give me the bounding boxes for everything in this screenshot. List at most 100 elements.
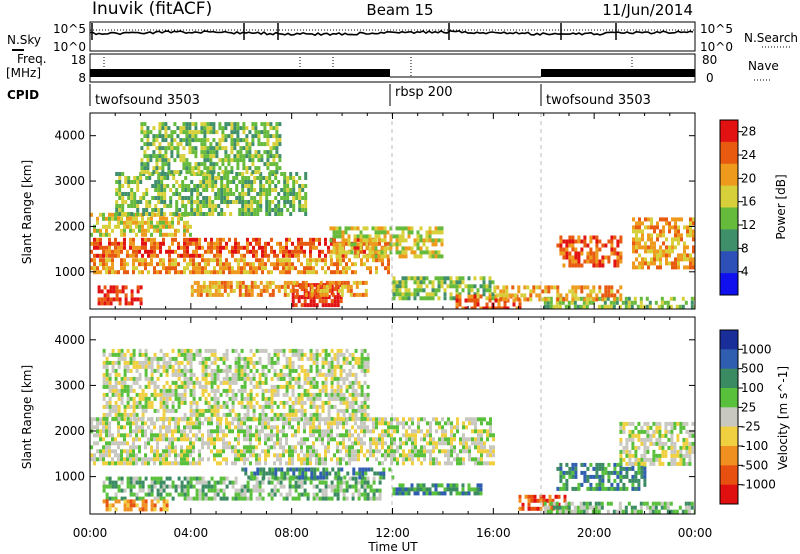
heatmap-cell xyxy=(348,429,351,434)
heatmap-cell xyxy=(279,241,282,246)
heatmap-cell xyxy=(153,224,156,229)
heatmap-cell xyxy=(171,241,174,246)
heatmap-cell xyxy=(393,441,396,446)
heatmap-cell xyxy=(108,216,111,221)
heatmap-cell xyxy=(180,429,183,434)
heatmap-cell xyxy=(488,292,492,297)
heatmap-cell xyxy=(184,208,188,212)
heatmap-cell xyxy=(121,289,125,294)
heatmap-cell xyxy=(272,146,276,151)
heatmap-cell xyxy=(203,130,207,135)
heatmap-cell xyxy=(277,208,281,212)
heatmap-cell xyxy=(196,196,200,200)
heatmap-cell xyxy=(126,441,129,446)
heatmap-cell xyxy=(300,412,304,417)
heatmap-cell xyxy=(267,400,271,405)
heatmap-cell xyxy=(270,445,273,450)
heatmap-cell xyxy=(360,449,363,454)
heatmap-cell xyxy=(377,226,381,231)
heatmap-cell xyxy=(275,146,279,151)
heatmap-cell xyxy=(148,204,152,208)
heatmap-cell xyxy=(216,453,219,458)
heatmap-cell xyxy=(633,300,637,305)
heatmap-cell xyxy=(369,417,372,422)
heatmap-cell xyxy=(383,234,387,239)
heatmap-cell xyxy=(395,288,399,293)
heatmap-cell xyxy=(221,130,225,135)
heatmap-cell xyxy=(309,421,312,426)
heatmap-cell xyxy=(108,484,112,489)
heatmap-cell xyxy=(208,208,212,212)
heatmap-cell xyxy=(300,396,304,401)
heatmap-cell xyxy=(586,293,590,298)
heatmap-cell xyxy=(266,134,270,139)
heatmap-cell xyxy=(258,241,261,246)
heatmap-cell xyxy=(639,300,643,305)
heatmap-cell xyxy=(345,449,348,454)
heatmap-cell xyxy=(345,445,348,450)
heatmap-cell xyxy=(662,229,665,234)
heatmap-cell xyxy=(222,356,226,361)
heatmap-cell xyxy=(130,204,134,208)
heatmap-cell xyxy=(659,229,662,234)
heatmap-cell xyxy=(345,400,349,405)
heatmap-cell xyxy=(156,364,160,369)
heatmap-cell xyxy=(318,299,322,304)
heatmap-cell xyxy=(233,122,237,127)
heatmap-cell xyxy=(529,293,533,298)
heatmap-cell xyxy=(396,461,399,466)
heatmap-cell xyxy=(186,224,189,229)
heatmap-cell xyxy=(405,453,408,458)
heatmap-cell xyxy=(212,166,216,171)
heatmap-cell xyxy=(192,449,195,454)
heatmap-cell xyxy=(132,445,135,450)
heatmap-cell xyxy=(601,259,605,264)
heatmap-cell xyxy=(447,457,450,462)
heatmap-cell xyxy=(181,204,185,208)
heatmap-cell xyxy=(184,184,188,188)
heatmap-cell xyxy=(339,348,343,353)
heatmap-cell xyxy=(384,457,387,462)
heatmap-cell xyxy=(165,445,168,450)
heatmap-cell xyxy=(449,296,453,301)
heatmap-cell xyxy=(674,245,677,250)
heatmap-cell xyxy=(96,245,99,250)
heatmap-cell xyxy=(289,212,293,216)
heatmap-cell xyxy=(210,408,214,413)
heatmap-cell xyxy=(275,166,279,171)
heatmap-cell xyxy=(269,122,273,127)
heatmap-cell xyxy=(171,404,175,409)
heatmap-cell xyxy=(96,253,99,258)
heatmap-cell xyxy=(159,364,163,369)
heatmap-cell xyxy=(155,154,159,159)
heatmap-cell xyxy=(180,396,184,401)
heatmap-cell xyxy=(270,237,273,242)
heatmap-cell xyxy=(336,283,340,288)
heatmap-cell xyxy=(193,188,197,192)
heatmap-cell xyxy=(371,238,375,243)
heatmap-cell xyxy=(105,266,108,271)
heatmap-cell xyxy=(261,449,264,454)
heatmap-cell xyxy=(221,134,225,139)
heatmap-cell xyxy=(407,226,411,231)
heatmap-cell xyxy=(178,196,182,200)
heatmap-cell xyxy=(135,445,138,450)
heatmap-cell xyxy=(90,457,93,462)
heatmap-cell xyxy=(123,404,127,409)
heatmap-cell xyxy=(312,384,316,389)
heatmap-cell xyxy=(102,488,106,493)
heatmap-cell xyxy=(268,208,272,212)
heatmap-cell xyxy=(319,292,323,297)
heatmap-cell xyxy=(207,404,211,409)
heatmap-cell xyxy=(175,180,179,184)
heatmap-cell xyxy=(250,280,254,285)
heatmap-cell xyxy=(289,200,293,204)
heatmap-cell xyxy=(336,388,340,393)
heatmap-cell xyxy=(467,298,471,303)
heatmap-cell xyxy=(276,348,280,353)
heatmap-cell xyxy=(217,172,221,176)
heatmap-cell xyxy=(258,384,262,389)
heatmap-cell xyxy=(589,251,593,256)
heatmap-cell xyxy=(686,257,689,262)
heatmap-cell xyxy=(198,266,201,271)
